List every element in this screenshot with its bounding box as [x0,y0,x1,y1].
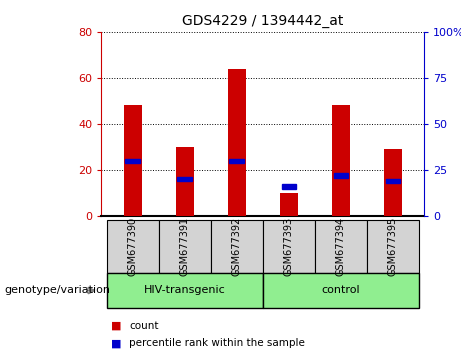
Bar [332,105,350,216]
Bar [177,177,192,181]
Bar [176,147,194,216]
Text: percentile rank within the sample: percentile rank within the sample [129,338,305,348]
Bar [263,273,419,308]
Bar [228,69,246,216]
Text: GSM677391: GSM677391 [180,217,189,276]
Bar [315,219,367,273]
Bar [384,149,402,216]
Text: ■: ■ [111,338,121,348]
Bar [125,159,140,163]
Text: GSM677394: GSM677394 [336,217,346,276]
Text: control: control [321,285,360,296]
Bar [334,173,348,177]
Text: GSM677393: GSM677393 [284,217,294,276]
Title: GDS4229 / 1394442_at: GDS4229 / 1394442_at [182,14,343,28]
Text: genotype/variation: genotype/variation [5,285,111,296]
Bar [230,159,244,163]
Text: GSM677395: GSM677395 [388,217,398,276]
Bar [211,219,263,273]
Bar [263,219,315,273]
Text: ■: ■ [111,321,121,331]
Text: count: count [129,321,159,331]
Bar [385,179,400,183]
Bar [124,105,142,216]
Text: GSM677390: GSM677390 [128,217,138,276]
Bar [106,273,263,308]
Bar [367,219,419,273]
Bar [282,184,296,189]
Text: HIV-transgenic: HIV-transgenic [144,285,225,296]
Bar [280,193,298,216]
Text: GSM677392: GSM677392 [232,217,242,276]
Bar [159,219,211,273]
Bar [106,219,159,273]
